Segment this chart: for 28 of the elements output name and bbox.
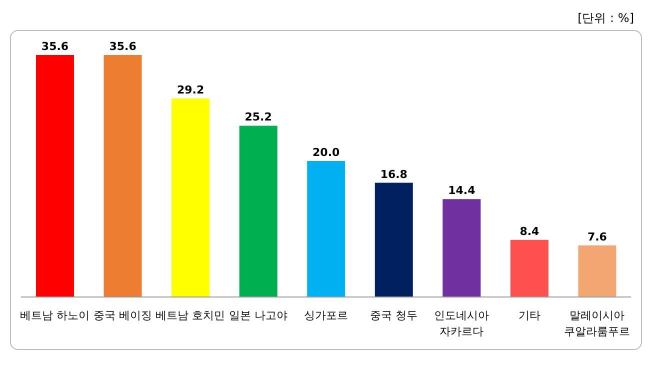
data-label: 16.8 bbox=[380, 168, 408, 181]
bar bbox=[172, 98, 210, 297]
data-label: 29.2 bbox=[176, 84, 204, 97]
data-label: 25.2 bbox=[244, 110, 272, 124]
data-label: 35.6 bbox=[109, 40, 137, 53]
data-label: 8.4 bbox=[520, 224, 540, 238]
bar bbox=[578, 245, 616, 297]
x-tick-label: 싱가포르 bbox=[304, 309, 348, 322]
x-tick-label: 베트남 호치민 bbox=[156, 309, 226, 322]
x-tick-label: 중국 청두 bbox=[370, 309, 418, 322]
x-tick-label: 베트남 하노이 bbox=[20, 309, 90, 322]
x-tick-label: 말레이시아 쿠알라룸푸르 bbox=[564, 309, 630, 338]
bar bbox=[510, 240, 548, 297]
data-label: 14.4 bbox=[448, 184, 476, 198]
bar bbox=[374, 182, 413, 297]
bar bbox=[104, 55, 142, 297]
bar bbox=[442, 199, 481, 297]
data-label: 7.6 bbox=[587, 230, 608, 244]
data-label: 35.6 bbox=[41, 40, 69, 53]
x-tick-label: 중국 베이징 bbox=[93, 309, 152, 322]
x-tick-label: 기타 bbox=[518, 309, 540, 322]
bar bbox=[307, 161, 346, 297]
x-tick-label: 일본 나고야 bbox=[228, 309, 288, 322]
bar bbox=[36, 55, 74, 297]
x-tick-label: 인도네시아 자카르다 bbox=[434, 309, 490, 338]
text: [단위 : %] bbox=[578, 11, 634, 25]
data-label: 20.0 bbox=[312, 146, 340, 160]
bar bbox=[239, 126, 278, 297]
